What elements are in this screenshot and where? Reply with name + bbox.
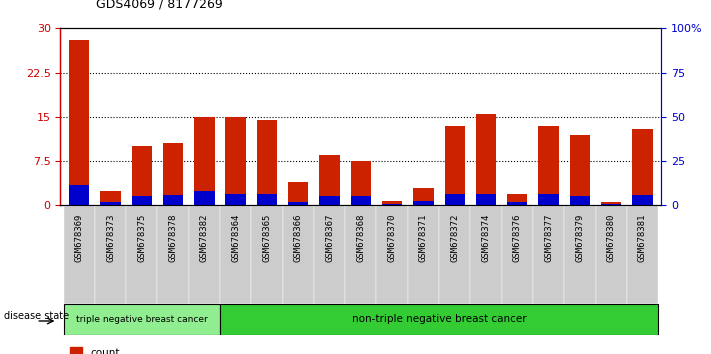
Bar — [288, 202, 309, 205]
Bar — [538, 126, 559, 205]
Text: GSM678365: GSM678365 — [262, 213, 272, 262]
Text: GSM678376: GSM678376 — [513, 213, 522, 262]
Bar — [225, 117, 246, 205]
Bar — [163, 143, 183, 205]
Text: GSM678372: GSM678372 — [450, 213, 459, 262]
Bar — [507, 202, 528, 205]
Text: GSM678374: GSM678374 — [481, 213, 491, 262]
Bar — [288, 182, 309, 205]
Bar — [382, 201, 402, 205]
Bar — [132, 196, 152, 205]
Bar — [570, 135, 590, 205]
Bar — [69, 185, 90, 205]
Bar — [382, 204, 402, 205]
Text: GSM678377: GSM678377 — [544, 213, 553, 262]
Text: GSM678380: GSM678380 — [606, 213, 616, 262]
Bar — [444, 126, 465, 205]
Bar — [257, 194, 277, 205]
Bar — [596, 205, 627, 304]
Text: GDS4069 / 8177269: GDS4069 / 8177269 — [96, 0, 223, 11]
Bar — [132, 146, 152, 205]
Bar — [95, 205, 126, 304]
Text: GSM678364: GSM678364 — [231, 213, 240, 262]
Bar — [251, 205, 282, 304]
Bar — [471, 205, 502, 304]
Bar — [194, 117, 215, 205]
Bar — [351, 196, 371, 205]
Bar — [157, 205, 188, 304]
Bar — [63, 205, 95, 304]
Bar — [225, 194, 246, 205]
Bar — [533, 205, 565, 304]
Bar — [63, 304, 220, 335]
Text: GSM678382: GSM678382 — [200, 213, 209, 262]
Bar — [345, 205, 377, 304]
Bar — [413, 201, 434, 205]
Bar — [377, 205, 408, 304]
Text: non-triple negative breast cancer: non-triple negative breast cancer — [352, 314, 526, 325]
Bar — [502, 205, 533, 304]
Bar — [351, 161, 371, 205]
Bar — [627, 205, 658, 304]
Text: GSM678367: GSM678367 — [325, 213, 334, 262]
Bar — [507, 194, 528, 205]
Text: GSM678371: GSM678371 — [419, 213, 428, 262]
Bar — [100, 190, 121, 205]
Bar — [220, 205, 251, 304]
Text: triple negative breast cancer: triple negative breast cancer — [76, 315, 208, 324]
Text: disease state: disease state — [4, 311, 69, 321]
Bar — [319, 155, 340, 205]
Text: GSM678375: GSM678375 — [137, 213, 146, 262]
Bar — [188, 205, 220, 304]
Bar — [163, 195, 183, 205]
Bar — [100, 202, 121, 205]
Bar — [570, 196, 590, 205]
Bar — [565, 205, 596, 304]
Bar — [413, 188, 434, 205]
Bar — [194, 190, 215, 205]
Bar — [538, 194, 559, 205]
Text: GSM678379: GSM678379 — [575, 213, 584, 262]
Text: GSM678368: GSM678368 — [356, 213, 365, 262]
Bar — [632, 195, 653, 205]
Text: GSM678378: GSM678378 — [169, 213, 178, 262]
Bar — [444, 194, 465, 205]
Bar — [439, 205, 471, 304]
Bar — [408, 205, 439, 304]
Bar — [476, 114, 496, 205]
Bar — [476, 194, 496, 205]
Bar — [632, 129, 653, 205]
Text: GSM678370: GSM678370 — [387, 213, 397, 262]
Bar — [69, 40, 90, 205]
Bar — [314, 205, 345, 304]
Text: GSM678369: GSM678369 — [75, 213, 84, 262]
Bar — [282, 205, 314, 304]
Text: GSM678366: GSM678366 — [294, 213, 303, 262]
Bar — [319, 196, 340, 205]
Bar — [601, 204, 621, 205]
Bar — [220, 304, 658, 335]
Text: GSM678381: GSM678381 — [638, 213, 647, 262]
Bar — [601, 202, 621, 205]
Bar — [126, 205, 157, 304]
Legend: count, percentile rank within the sample: count, percentile rank within the sample — [65, 343, 271, 354]
Bar — [257, 120, 277, 205]
Text: GSM678373: GSM678373 — [106, 213, 115, 262]
